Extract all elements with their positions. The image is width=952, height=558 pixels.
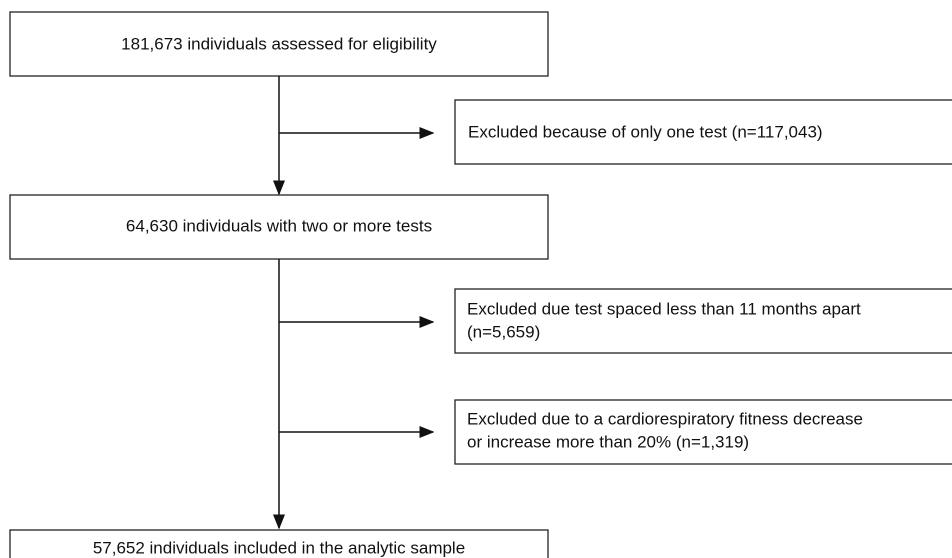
box xyxy=(454,288,952,354)
node-label: (n=5,659) xyxy=(467,322,540,341)
box xyxy=(9,11,549,77)
node-label: 64,630 individuals with two or more test… xyxy=(126,216,432,235)
node-label: 181,673 individuals assessed for eligibi… xyxy=(121,34,437,53)
node-label: 57,652 individuals included in the analy… xyxy=(93,538,465,557)
node-label: Excluded because of only one test (n=117… xyxy=(468,122,823,141)
box xyxy=(454,99,952,165)
box xyxy=(9,194,549,260)
node-label: Excluded due test spaced less than 11 mo… xyxy=(467,299,861,318)
node-label: or increase more than 20% (n=1,319) xyxy=(467,432,749,451)
box xyxy=(9,529,549,558)
node-label: Excluded due to a cardiorespiratory fitn… xyxy=(467,409,863,428)
box xyxy=(454,399,952,465)
